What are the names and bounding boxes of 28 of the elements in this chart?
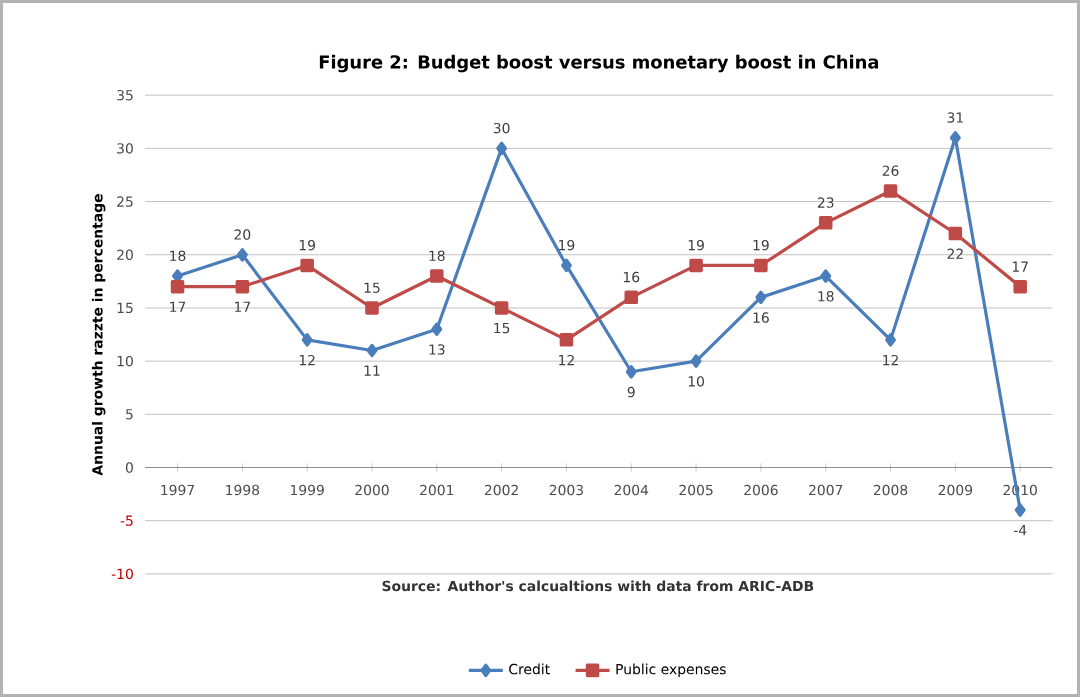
point [236, 248, 248, 262]
point [820, 269, 832, 284]
point [755, 291, 767, 305]
point [494, 301, 509, 316]
point [430, 269, 444, 284]
point [948, 227, 963, 241]
point [301, 333, 313, 348]
point [754, 259, 768, 273]
point [300, 259, 314, 273]
point [883, 184, 898, 199]
point [365, 301, 379, 316]
point [170, 280, 185, 294]
point [689, 259, 703, 273]
point [625, 365, 637, 379]
point [366, 344, 378, 358]
point [949, 131, 961, 145]
point [560, 259, 572, 273]
point [235, 280, 250, 294]
chart-title: Figure 2: Budget boost versus monetary boost in China [319, 55, 879, 73]
point [690, 354, 702, 369]
point [818, 216, 833, 231]
point [885, 333, 896, 348]
point [624, 291, 639, 305]
point [1013, 280, 1027, 294]
point [559, 333, 574, 348]
point [431, 322, 443, 337]
point [496, 142, 508, 156]
point [1014, 503, 1026, 518]
